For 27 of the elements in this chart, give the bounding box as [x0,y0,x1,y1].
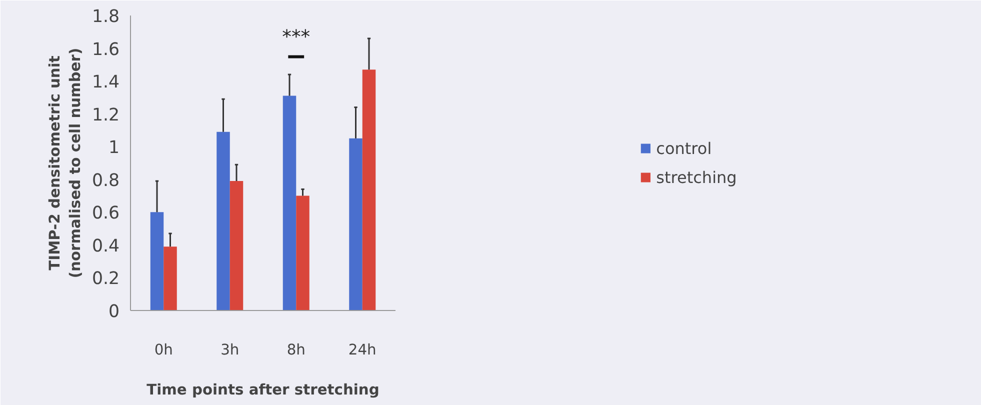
y-tick-label: 1.2 [92,105,120,126]
y-tick-label: 1.4 [92,72,120,93]
annotation: *** [282,26,310,48]
legend-label: stretching [656,168,737,186]
y-tick-label: 0.2 [92,269,120,290]
bar [150,212,164,310]
y-axis-title: TIMP-2 densitometric unit (normalised to cell number) [46,48,84,278]
x-axis-title: Time points after stretching [146,382,380,398]
y-tick-label: 1.6 [92,40,120,60]
bar [362,70,376,310]
y-tick-label: 1.8 [92,7,120,27]
x-tick-label: 0h [154,342,173,358]
bar [216,132,230,310]
bar [164,246,177,310]
x-tick-label: 24h [348,342,376,358]
y-tick-label: 0.4 [92,236,120,256]
y-tick-label: 1 [108,138,120,158]
bar [230,181,244,310]
y-tick-label: 0.6 [92,204,120,224]
y-tick-label: 0 [108,302,120,322]
legend-label: control [656,138,712,158]
bar [282,96,296,310]
x-tick-label: 8h [286,342,306,358]
bar [349,138,362,310]
bar [296,196,310,310]
x-tick-label: 3h [220,342,240,358]
y-tick-label: 0.8 [92,170,120,191]
